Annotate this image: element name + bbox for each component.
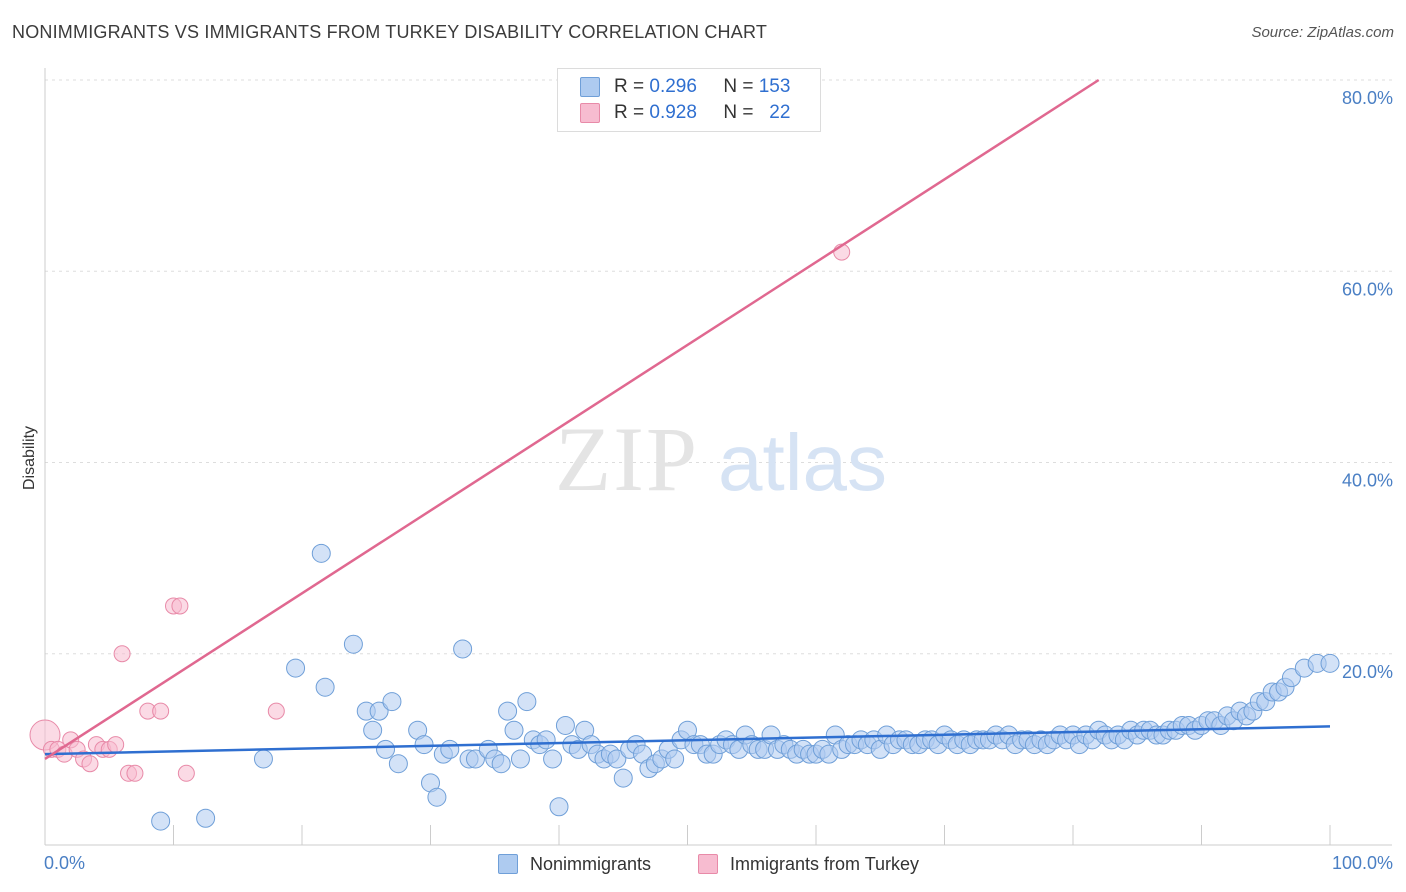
y-tick-label-0: 20.0% xyxy=(1342,662,1393,682)
watermark-atlas: atlas xyxy=(718,418,887,507)
correlation-legend: R = 0.296 N = 153 R = 0.928 N = 22 xyxy=(557,68,821,132)
point-nonimmigrants-8 xyxy=(363,720,383,740)
point-immigrants-from-turkey-18 xyxy=(171,597,189,615)
watermark: ZIP atlas xyxy=(555,408,887,510)
source-label: Source: ZipAtlas.com xyxy=(1251,24,1394,41)
point-nonimmigrants-5 xyxy=(315,677,335,697)
point-nonimmigrants-12 xyxy=(388,754,408,774)
point-nonimmigrants-34 xyxy=(555,715,575,735)
trend-line-immigrants-from-turkey xyxy=(44,78,1100,760)
point-immigrants-from-turkey-20 xyxy=(267,702,285,720)
legend-swatch-pink xyxy=(698,854,718,874)
legend-r-label: R = xyxy=(614,102,645,123)
y-tick-label-3: 80.0% xyxy=(1342,88,1393,108)
point-nonimmigrants-28 xyxy=(517,692,537,712)
axes xyxy=(44,68,1392,846)
point-nonimmigrants-51 xyxy=(665,749,685,769)
point-immigrants-from-turkey-7 xyxy=(81,755,99,773)
chart-title: NONIMMIGRANTS VS IMMIGRANTS FROM TURKEY … xyxy=(12,22,768,42)
trend-line-nonimmigrants xyxy=(44,725,1331,756)
legend-swatch-blue xyxy=(580,77,600,97)
point-nonimmigrants-42 xyxy=(607,749,627,769)
legend-n-value: 153 xyxy=(758,76,791,97)
point-immigrants-from-turkey-19 xyxy=(177,764,195,782)
point-nonimmigrants-2 xyxy=(253,749,273,769)
point-immigrants-from-turkey-14 xyxy=(126,764,144,782)
point-nonimmigrants-24 xyxy=(491,754,511,774)
legend-n-label: N = xyxy=(723,76,754,97)
grid-lines xyxy=(45,79,1392,655)
trend-lines xyxy=(44,78,1331,760)
legend-n-label: N = xyxy=(723,102,754,123)
point-nonimmigrants-6 xyxy=(343,634,363,654)
point-nonimmigrants-33 xyxy=(549,797,569,817)
point-nonimmigrants-21 xyxy=(465,749,485,769)
legend-r-value: 0.928 xyxy=(649,102,697,123)
point-nonimmigrants-3 xyxy=(286,658,306,678)
point-nonimmigrants-16 xyxy=(427,787,447,807)
series-immigrants-from-turkey xyxy=(29,243,851,782)
point-nonimmigrants-25 xyxy=(498,701,518,721)
legend-label: Nonimmigrants xyxy=(530,854,652,874)
legend-swatch-pink xyxy=(580,103,600,123)
point-nonimmigrants-0 xyxy=(151,811,171,831)
point-nonimmigrants-1 xyxy=(196,808,216,828)
point-nonimmigrants-9 xyxy=(369,701,389,721)
legend-r-value: 0.296 xyxy=(649,76,697,97)
point-immigrants-from-turkey-11 xyxy=(107,736,125,754)
tick-labels: 20.0% 40.0% 60.0% 80.0% 0.0% 100.0% xyxy=(44,88,1393,873)
point-nonimmigrants-18 xyxy=(440,739,460,759)
x-tick-label-1: 100.0% xyxy=(1332,853,1393,873)
point-nonimmigrants-147 xyxy=(1281,668,1301,688)
y-axis-label: Disability xyxy=(21,426,38,490)
x-tick-label-0: 0.0% xyxy=(44,853,85,873)
point-nonimmigrants-31 xyxy=(536,730,556,750)
watermark-zip: ZIP xyxy=(555,408,699,510)
point-nonimmigrants-19 xyxy=(453,639,473,659)
series-nonimmigrants xyxy=(151,543,1340,831)
point-nonimmigrants-11 xyxy=(382,692,402,712)
point-immigrants-from-turkey-12 xyxy=(113,645,131,663)
point-nonimmigrants-43 xyxy=(613,768,633,788)
point-nonimmigrants-26 xyxy=(504,720,524,740)
y-tick-label-2: 60.0% xyxy=(1342,279,1393,299)
legend-r-label: R = xyxy=(614,76,645,97)
y-tick-label-1: 40.0% xyxy=(1342,471,1393,491)
point-nonimmigrants-32 xyxy=(543,749,563,769)
legend-n-value: 22 xyxy=(769,102,791,123)
point-immigrants-from-turkey-16 xyxy=(152,702,170,720)
point-nonimmigrants-10 xyxy=(376,739,396,759)
point-nonimmigrants-4 xyxy=(311,543,331,563)
legend-label: Immigrants from Turkey xyxy=(730,854,920,874)
point-nonimmigrants-150 xyxy=(1320,653,1340,673)
legend-swatch-blue xyxy=(498,854,518,874)
point-nonimmigrants-27 xyxy=(510,749,530,769)
